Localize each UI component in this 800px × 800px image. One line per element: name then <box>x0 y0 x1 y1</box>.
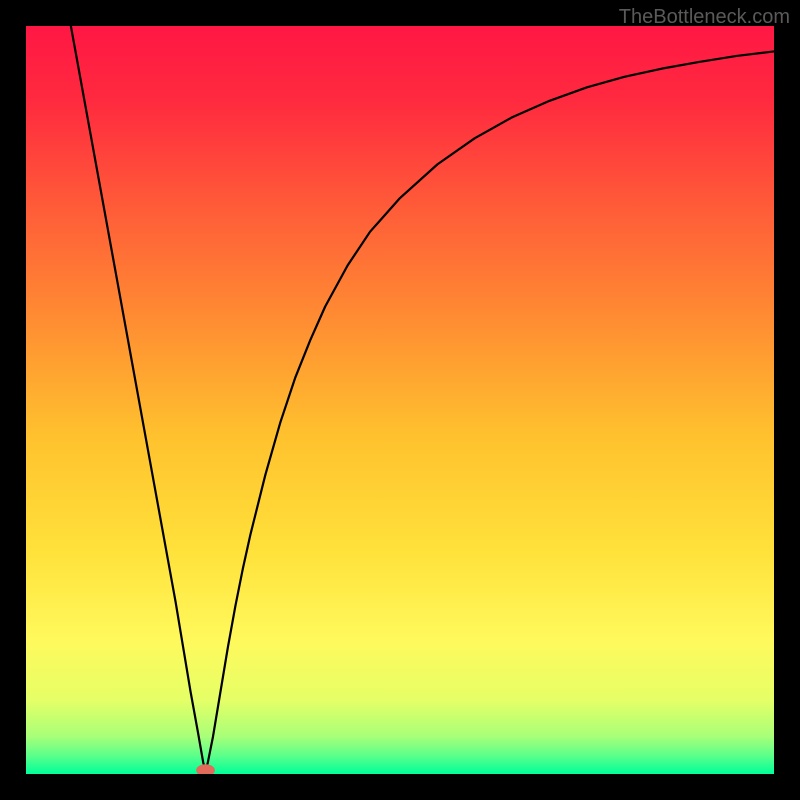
chart-container: TheBottleneck.com <box>0 0 800 800</box>
chart-plot-area <box>26 26 774 774</box>
watermark-text: TheBottleneck.com <box>619 6 790 29</box>
